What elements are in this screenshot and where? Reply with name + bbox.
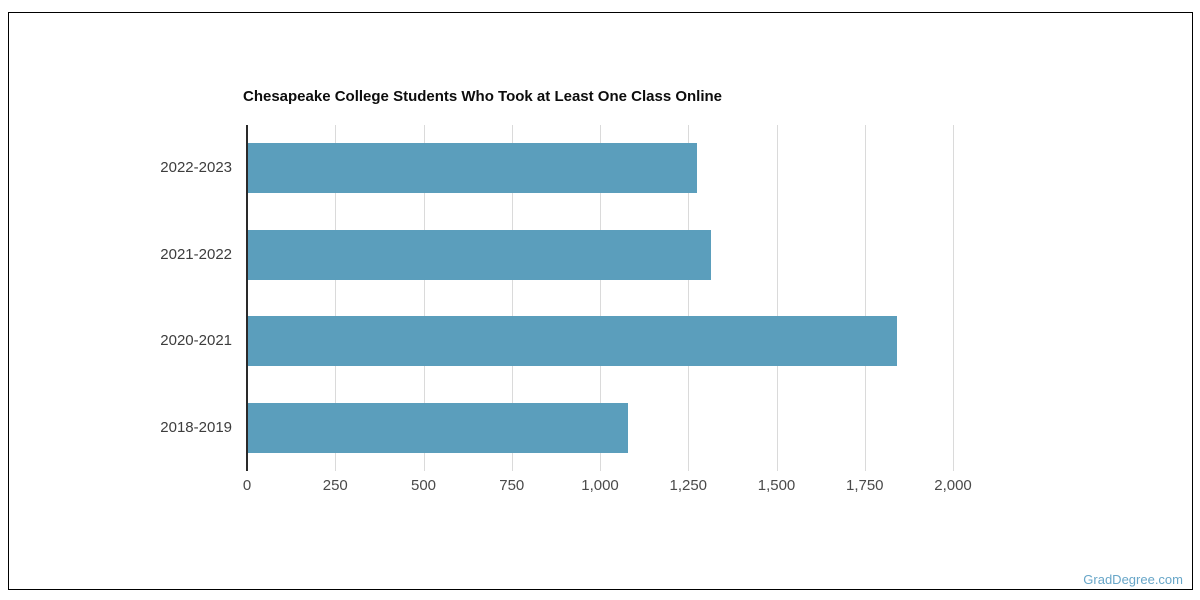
x-axis-label-1,750: 1,750 [845,477,884,494]
x-axis-label-2,000: 2,000 [934,477,972,494]
bar-2022-2023 [247,143,698,194]
y-axis-label-2021-2022: 2021-2022 [160,245,232,263]
x-axis-label-250: 250 [322,477,348,494]
plot-area [246,125,954,471]
gridline-1,000 [600,125,601,471]
bar-2021-2022 [247,229,712,280]
y-axis-label-2018-2019: 2018-2019 [160,418,232,436]
x-axis-label-1,250: 1,250 [669,477,708,494]
x-axis-label-1,500: 1,500 [757,477,796,494]
x-axis-label-1,000: 1,000 [581,477,619,494]
gridline-1,500 [776,125,778,471]
gridline-2,000 [953,125,954,471]
bar-2020-2021 [247,316,897,367]
gridline-1,750 [864,125,866,471]
y-axis-label-2022-2023: 2022-2023 [160,159,232,176]
x-axis-labels: 0 250 500 750 1,000 1,250 1,500 1,750 2,000 [243,470,972,496]
gridline-250 [335,125,337,471]
gridline-750 [511,125,513,471]
y-axis-labels: 2022-2023 2021-2022 2020-2021 2018-2019 [0,125,232,471]
chart-title: Chesapeake College Students Who Took at … [243,88,722,105]
x-axis-label-750: 750 [499,477,525,494]
y-axis-line [246,125,248,471]
watermark-link[interactable]: GradDegree.com [1083,572,1183,587]
bar-2018-2019 [247,402,628,453]
x-axis-label-0: 0 [242,477,252,494]
y-axis-label-2020-2021: 2020-2021 [160,332,232,349]
gridline-500 [423,125,425,471]
x-axis-label-500: 500 [410,477,437,494]
gridline-1,250 [688,125,690,471]
